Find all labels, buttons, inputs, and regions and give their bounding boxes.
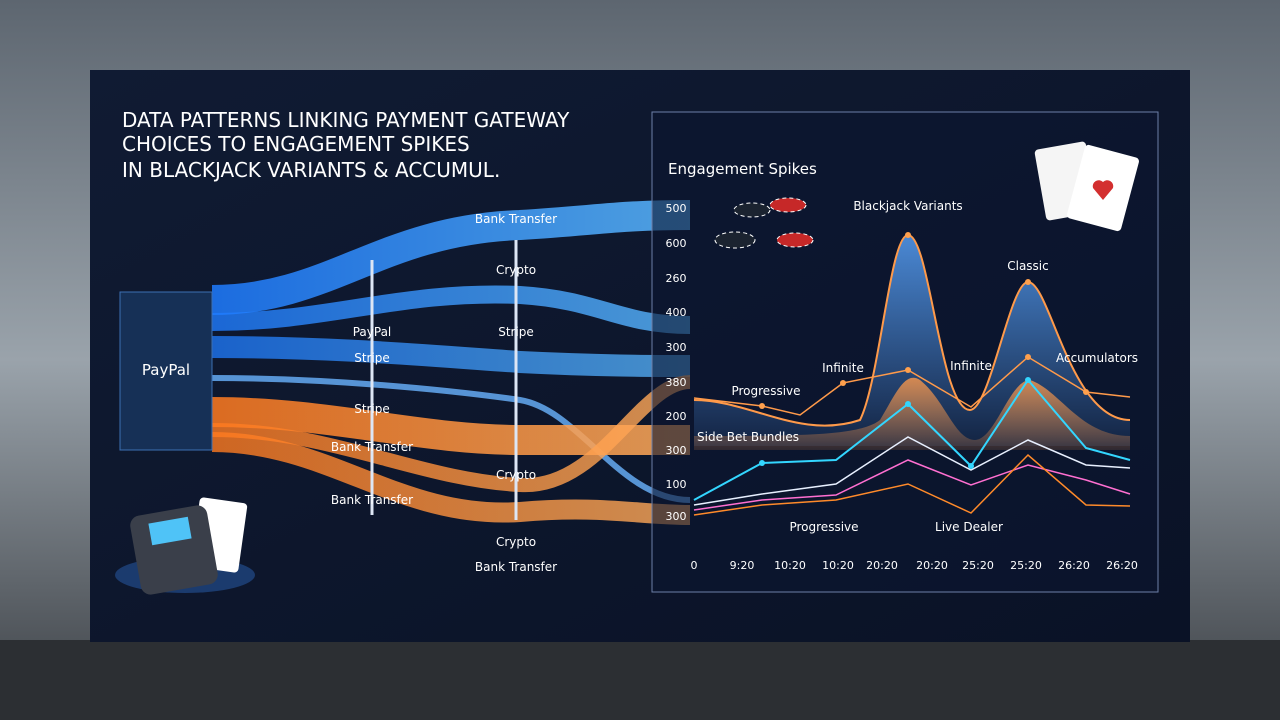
flow-label: Stripe	[498, 325, 534, 339]
annotation: Accumulators	[1056, 351, 1138, 365]
line	[693, 378, 1131, 501]
flow	[211, 397, 690, 456]
floor	[0, 640, 1280, 720]
flow-label: Crypto	[496, 535, 536, 549]
source-label: PayPal	[142, 361, 190, 379]
y-tick-label: 100	[666, 478, 687, 491]
y-tick-label: 380	[666, 376, 687, 389]
y-tick-label: 300	[666, 444, 687, 457]
x-tick-label: 26:20	[1058, 559, 1090, 572]
x-tick-label: 20:20	[866, 559, 898, 572]
annotation: Progressive	[731, 384, 800, 398]
y-tick-label: 400	[666, 306, 687, 319]
y-tick-label: 500	[666, 202, 687, 215]
flow-label: Stripe	[354, 402, 390, 416]
y-tick-label: 300	[666, 341, 687, 354]
annotation: Side Bet Bundles	[697, 430, 799, 444]
x-tick-label: 25:20	[962, 559, 994, 572]
x-tick-label: 10:20	[774, 559, 806, 572]
chart-title: Engagement Spikes	[668, 160, 817, 178]
annotation: Infinite	[822, 361, 864, 375]
flow	[211, 375, 691, 503]
x-tick-label: 0	[691, 559, 698, 572]
title: DATA PATTERNS LINKING PAYMENT GATEWAY CH…	[122, 108, 570, 182]
line	[693, 436, 1131, 506]
title-line: IN BLACKJACK VARIANTS & ACCUMUL.	[122, 158, 500, 182]
sankey-flows	[211, 200, 691, 525]
flow-label: Bank Transfer	[331, 440, 413, 454]
flow	[211, 336, 691, 377]
line	[693, 453, 1131, 516]
flow-label: Bank Transfer	[331, 493, 413, 507]
x-tick-label: 20:20	[916, 559, 948, 572]
annotation: Progressive	[789, 520, 858, 534]
poker-chips	[714, 197, 814, 249]
y-tick-label: 300	[666, 510, 687, 523]
annotation: Classic	[1007, 259, 1049, 273]
x-tick-label: 25:20	[1010, 559, 1042, 572]
flow-label: Bank Transfer	[475, 560, 557, 574]
y-labels: 500 600 260 400 300 380 200 300 100 300	[666, 202, 687, 523]
title-line: CHOICES TO ENGAGEMENT SPIKES	[122, 132, 470, 156]
x-tick-label: 10:20	[822, 559, 854, 572]
line	[693, 459, 1131, 511]
x-tick-label: 9:20	[730, 559, 755, 572]
band-area	[694, 377, 1130, 450]
flow	[211, 285, 691, 334]
card-terminal	[115, 497, 255, 595]
flow-label: PayPal	[353, 325, 392, 339]
flow-label: Stripe	[354, 351, 390, 365]
x-labels: 0 9:20 10:20 10:20 20:20 20:20 25:20 25:20 26:20…	[691, 559, 1138, 572]
y-tick-label: 600	[666, 237, 687, 250]
annotation: Live Dealer	[935, 520, 1003, 534]
chart-lines	[693, 232, 1131, 516]
title-line: DATA PATTERNS LINKING PAYMENT GATEWAY	[122, 108, 570, 132]
sankey-labels: Bank Transfer Crypto PayPal Stripe Strip…	[331, 212, 557, 574]
annotation: Blackjack Variants	[853, 199, 962, 213]
annotation: Infinite	[950, 359, 992, 373]
flow	[211, 432, 691, 525]
peak-line	[693, 233, 1131, 427]
source-node	[119, 291, 213, 451]
flow-label: Crypto	[496, 263, 536, 277]
playing-cards	[1034, 141, 1139, 232]
annotations: Blackjack Variants Classic Infinite Infi…	[697, 199, 1138, 534]
flow-label: Bank Transfer	[475, 212, 557, 226]
y-tick-label: 260	[666, 272, 687, 285]
flow	[211, 375, 691, 493]
y-tick-label: 200	[666, 410, 687, 423]
x-tick-label: 26:20	[1106, 559, 1138, 572]
flow	[211, 200, 691, 315]
flow-label: Crypto	[496, 468, 536, 482]
